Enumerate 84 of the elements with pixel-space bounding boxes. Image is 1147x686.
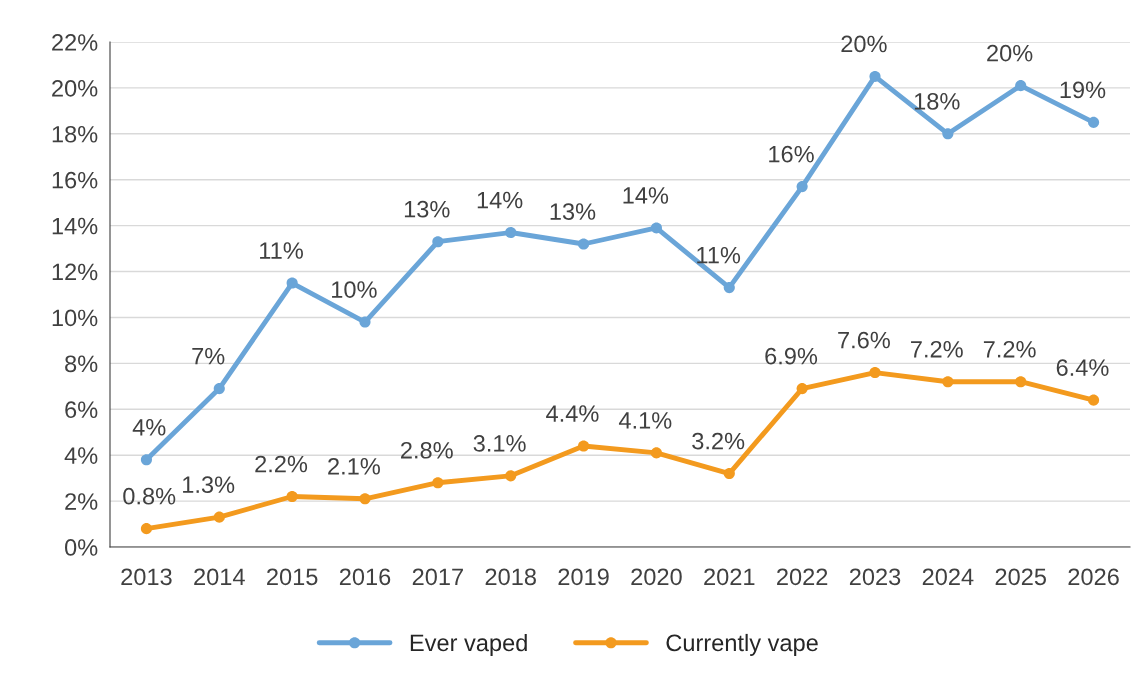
data-label: 4.1% — [618, 412, 672, 429]
y-tick-label: 2% — [65, 493, 98, 510]
data-label: 1.3% — [183, 476, 235, 494]
point — [869, 70, 881, 82]
data-label: 7.2% — [911, 340, 963, 358]
data-label: 7.2% — [983, 340, 1036, 358]
point — [650, 447, 662, 459]
point — [1015, 376, 1027, 388]
data-label: 2.1% — [328, 457, 380, 475]
point — [942, 128, 954, 140]
point — [796, 181, 808, 193]
y-tick-label: 20% — [52, 79, 98, 97]
y-tick-label: 4% — [64, 447, 98, 464]
data-label: 11% — [697, 246, 741, 264]
data-label: 6.4% — [1056, 359, 1109, 376]
data-label: 19% — [1060, 81, 1106, 99]
y-tick-label: 18% — [52, 125, 98, 143]
data-label: 6.9% — [765, 347, 818, 365]
point — [286, 490, 298, 503]
data-label: 20% — [987, 44, 1033, 62]
point — [359, 493, 371, 505]
y-tick-label: 0% — [64, 539, 98, 556]
point — [140, 454, 152, 466]
x-tick-label: 2018 — [485, 568, 536, 586]
point — [650, 222, 662, 234]
data-label: 20% — [841, 35, 887, 53]
data-label: 7.6% — [838, 331, 890, 349]
legend-label: Currently vape — [666, 633, 818, 656]
data-label: 14% — [477, 191, 523, 209]
y-tick-label: 12% — [52, 263, 98, 281]
point — [1088, 116, 1100, 128]
point — [432, 236, 444, 248]
x-tick-label: 2015 — [267, 568, 318, 586]
x-tick-label: 2019 — [558, 568, 609, 586]
y-tick-label: 6% — [65, 401, 98, 419]
x-tick-label: 2013 — [121, 568, 172, 586]
data-label: 3.1% — [473, 435, 526, 452]
x-tick-label: 2025 — [995, 568, 1046, 586]
x-tick-label: 2016 — [339, 568, 391, 586]
data-label: 10% — [332, 281, 377, 298]
data-label: 4% — [132, 419, 166, 436]
data-label: 18% — [914, 92, 960, 110]
point — [505, 470, 517, 482]
point — [723, 467, 735, 480]
data-label: 13% — [550, 203, 596, 220]
x-tick-label: 2026 — [1068, 568, 1119, 586]
y-tick-label: 16% — [52, 171, 98, 189]
data-label: 11% — [260, 242, 303, 259]
data-label: 0.8% — [123, 487, 176, 505]
data-label: 16% — [769, 145, 814, 163]
data-label: 7% — [192, 347, 225, 365]
point — [359, 316, 371, 328]
point — [213, 511, 225, 523]
data-label: 2.8% — [401, 441, 453, 459]
point — [505, 226, 517, 239]
y-tick-label: 22% — [52, 34, 98, 51]
x-tick-label: 2020 — [631, 568, 682, 586]
point — [213, 383, 225, 395]
y-tick-label: 8% — [65, 355, 98, 373]
point — [942, 376, 954, 388]
data-label: 2.2% — [255, 455, 308, 473]
x-tick-label: 2014 — [194, 568, 245, 586]
legend-label: Ever vaped — [410, 633, 527, 656]
point — [286, 277, 298, 289]
point — [869, 366, 881, 379]
data-label: 13% — [404, 200, 450, 218]
point — [723, 282, 735, 294]
data-label: 14% — [623, 187, 669, 204]
x-tick-label: 2023 — [849, 568, 901, 586]
point — [1015, 80, 1027, 92]
data-label: 4.4% — [546, 405, 599, 422]
y-tick-label: 14% — [52, 217, 98, 235]
point — [578, 238, 590, 250]
x-tick-label: 2021 — [704, 568, 755, 586]
point — [578, 440, 590, 452]
y-tick-label: 10% — [52, 309, 98, 327]
x-tick-label: 2022 — [777, 568, 828, 586]
point — [432, 477, 444, 489]
point — [140, 523, 152, 535]
x-tick-label: 2017 — [412, 568, 463, 586]
data-label: 3.2% — [692, 432, 745, 450]
x-tick-label: 2024 — [922, 568, 974, 586]
point — [796, 383, 808, 395]
point — [1088, 394, 1100, 406]
